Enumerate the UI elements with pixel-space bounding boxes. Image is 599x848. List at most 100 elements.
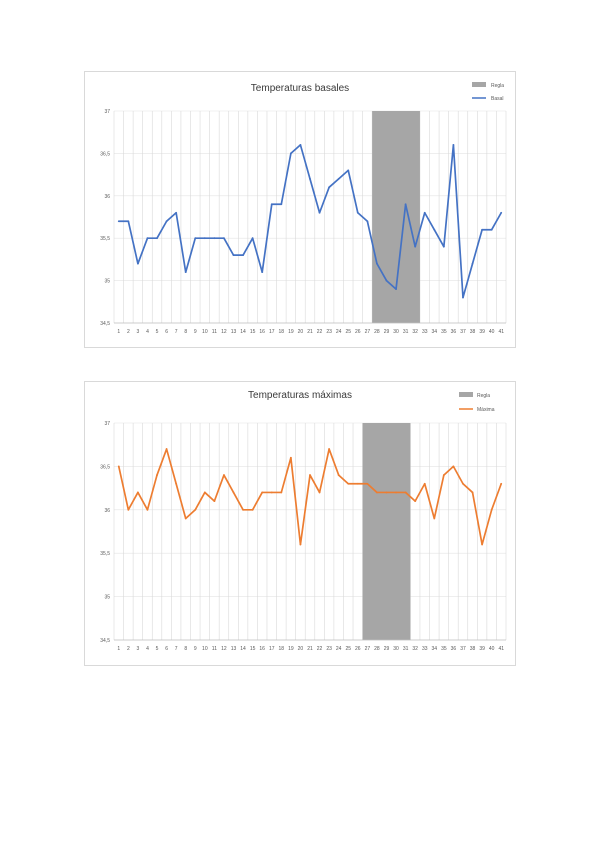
data-point bbox=[261, 271, 264, 274]
x-tick-label: 8 bbox=[184, 329, 187, 335]
x-tick-label: 30 bbox=[393, 646, 399, 652]
data-point bbox=[462, 296, 464, 299]
data-point bbox=[127, 508, 130, 511]
data-point bbox=[471, 262, 474, 265]
x-tick-label: 26 bbox=[355, 646, 361, 652]
data-point bbox=[137, 491, 139, 494]
data-point bbox=[299, 144, 302, 146]
y-tick-label: 35,5 bbox=[100, 236, 110, 242]
x-tick-label: 33 bbox=[422, 646, 428, 652]
y-tick-label: 34,5 bbox=[100, 638, 110, 644]
x-tick-label: 28 bbox=[374, 329, 380, 335]
x-tick-label: 13 bbox=[231, 646, 237, 652]
x-tick-label: 14 bbox=[240, 646, 246, 652]
y-tick-label: 35 bbox=[104, 279, 110, 285]
data-point bbox=[452, 144, 455, 146]
data-point bbox=[337, 474, 340, 476]
legend-regla-swatch bbox=[459, 392, 473, 397]
data-point bbox=[356, 482, 359, 485]
legend-regla-label: Regla bbox=[491, 83, 504, 89]
data-point bbox=[309, 474, 311, 476]
data-point bbox=[500, 482, 503, 485]
x-tick-label: 4 bbox=[146, 329, 149, 335]
data-point bbox=[213, 237, 216, 240]
data-point bbox=[376, 491, 378, 494]
data-point bbox=[127, 220, 130, 223]
y-tick-label: 36,5 bbox=[100, 151, 110, 157]
data-point bbox=[462, 482, 464, 485]
data-point bbox=[203, 237, 206, 240]
data-point bbox=[117, 220, 120, 223]
x-tick-label: 18 bbox=[279, 329, 285, 335]
x-tick-label: 26 bbox=[355, 329, 361, 335]
data-point bbox=[261, 491, 264, 494]
data-point bbox=[194, 508, 197, 511]
x-tick-label: 21 bbox=[307, 329, 313, 335]
x-tick-label: 35 bbox=[441, 329, 447, 335]
x-tick-label: 31 bbox=[403, 329, 409, 335]
data-point bbox=[175, 211, 178, 214]
data-point bbox=[366, 220, 369, 223]
x-tick-label: 12 bbox=[221, 329, 227, 335]
data-point bbox=[481, 228, 483, 231]
data-point bbox=[442, 474, 445, 476]
y-tick-label: 36,5 bbox=[100, 464, 110, 470]
data-point bbox=[442, 245, 445, 248]
x-tick-label: 34 bbox=[432, 329, 438, 335]
data-point bbox=[223, 237, 225, 240]
max-chart-legend: Regla Máxima bbox=[459, 392, 495, 413]
x-tick-label: 32 bbox=[412, 646, 418, 652]
data-point bbox=[165, 220, 168, 223]
data-point bbox=[146, 237, 149, 240]
x-tick-label: 10 bbox=[202, 646, 208, 652]
data-point bbox=[423, 482, 426, 485]
x-tick-label: 9 bbox=[194, 329, 197, 335]
x-tick-label: 9 bbox=[194, 646, 197, 652]
data-point bbox=[328, 448, 331, 450]
x-tick-label: 39 bbox=[479, 646, 485, 652]
data-point bbox=[280, 491, 283, 494]
x-tick-label: 25 bbox=[345, 646, 351, 652]
data-point bbox=[203, 491, 206, 494]
x-tick-label: 24 bbox=[336, 329, 342, 335]
x-tick-label: 5 bbox=[156, 646, 159, 652]
x-tick-label: 20 bbox=[298, 646, 304, 652]
y-tick-label: 37 bbox=[104, 109, 110, 115]
data-point bbox=[184, 517, 187, 520]
x-tick-label: 34 bbox=[432, 646, 438, 652]
y-tick-label: 35 bbox=[104, 595, 110, 601]
x-tick-label: 11 bbox=[212, 646, 217, 652]
series-line bbox=[117, 448, 503, 546]
x-tick-label: 31 bbox=[403, 646, 409, 652]
legend-regla-swatch bbox=[472, 82, 486, 87]
x-tick-label: 29 bbox=[384, 329, 390, 335]
data-point bbox=[404, 491, 407, 494]
x-tick-label: 28 bbox=[374, 646, 380, 652]
data-point bbox=[280, 203, 283, 206]
x-tick-label: 7 bbox=[175, 329, 178, 335]
x-tick-label: 7 bbox=[175, 646, 178, 652]
legend-regla-label: Regla bbox=[477, 393, 490, 399]
x-tick-label: 25 bbox=[345, 329, 351, 335]
x-tick-label: 6 bbox=[165, 329, 168, 335]
data-point bbox=[137, 262, 139, 265]
y-tick-label: 36 bbox=[104, 508, 110, 514]
y-tick-label: 35,5 bbox=[100, 551, 110, 557]
x-tick-label: 19 bbox=[288, 329, 294, 335]
max-chart-title: Temperaturas máximas bbox=[248, 390, 352, 401]
data-point bbox=[452, 465, 455, 468]
data-point bbox=[433, 228, 436, 231]
x-tick-label: 23 bbox=[326, 646, 332, 652]
x-tick-label: 11 bbox=[212, 329, 217, 335]
x-tick-label: 21 bbox=[307, 646, 313, 652]
x-tick-label: 1 bbox=[117, 646, 120, 652]
legend-basal-label: Basal bbox=[491, 96, 504, 102]
data-point bbox=[289, 152, 292, 155]
data-point bbox=[184, 271, 187, 274]
data-point bbox=[414, 245, 417, 248]
x-tick-label: 36 bbox=[451, 329, 457, 335]
x-tick-label: 20 bbox=[298, 329, 304, 335]
x-tick-label: 1 bbox=[117, 329, 120, 335]
x-tick-label: 5 bbox=[156, 329, 159, 335]
